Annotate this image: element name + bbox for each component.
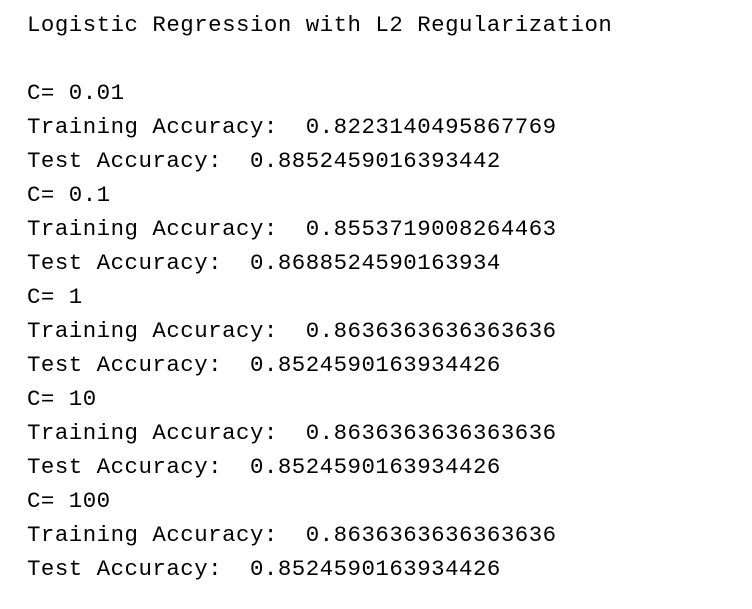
test-accuracy-line: Test Accuracy: 0.8688524590163934 [27,250,501,276]
c-value-line: C= 0.01 [27,80,125,106]
test-accuracy-line: Test Accuracy: 0.8524590163934426 [27,556,501,582]
training-accuracy-line: Training Accuracy: 0.8553719008264463 [27,216,557,242]
training-accuracy-line: Training Accuracy: 0.8636363636363636 [27,318,557,344]
training-accuracy-line: Training Accuracy: 0.8636363636363636 [27,522,557,548]
training-accuracy-line: Training Accuracy: 0.8636363636363636 [27,420,557,446]
console-output: Logistic Regression with L2 Regularizati… [27,8,747,586]
blank-line [27,42,747,76]
c-value-line: C= 0.1 [27,182,111,208]
output-title: Logistic Regression with L2 Regularizati… [27,12,613,38]
c-value-line: C= 100 [27,488,111,514]
c-value-line: C= 1 [27,284,83,310]
test-accuracy-line: Test Accuracy: 0.8852459016393442 [27,148,501,174]
test-accuracy-line: Test Accuracy: 0.8524590163934426 [27,454,501,480]
training-accuracy-line: Training Accuracy: 0.8223140495867769 [27,114,557,140]
c-value-line: C= 10 [27,386,97,412]
test-accuracy-line: Test Accuracy: 0.8524590163934426 [27,352,501,378]
